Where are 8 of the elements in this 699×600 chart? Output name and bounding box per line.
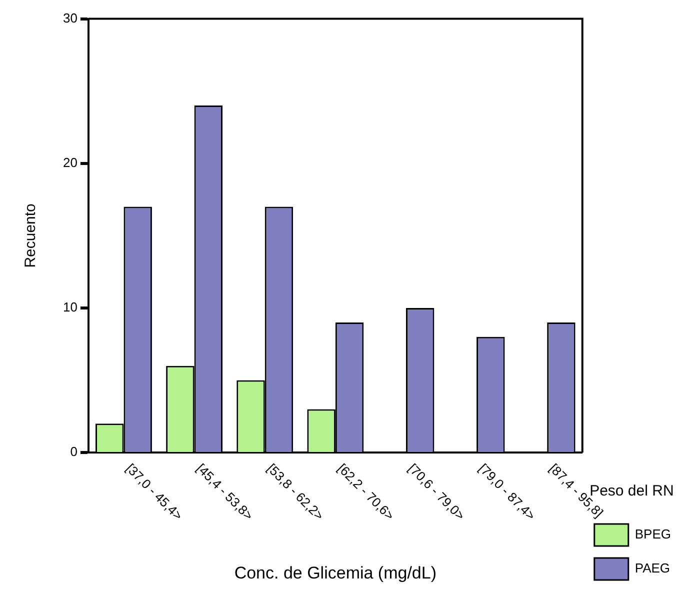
legend-label: PAEG bbox=[634, 560, 670, 576]
y-axis-title: Recuento bbox=[22, 204, 40, 268]
y-tick-label: 20 bbox=[62, 154, 78, 170]
y-tick-label: 30 bbox=[62, 10, 78, 26]
y-tick-label: 10 bbox=[62, 300, 78, 315]
x-axis-title: Conc. de Glicemia (mg/dL) bbox=[234, 563, 437, 582]
y-tick-label: 0 bbox=[70, 444, 78, 460]
legend-label: BPEG bbox=[634, 526, 671, 542]
